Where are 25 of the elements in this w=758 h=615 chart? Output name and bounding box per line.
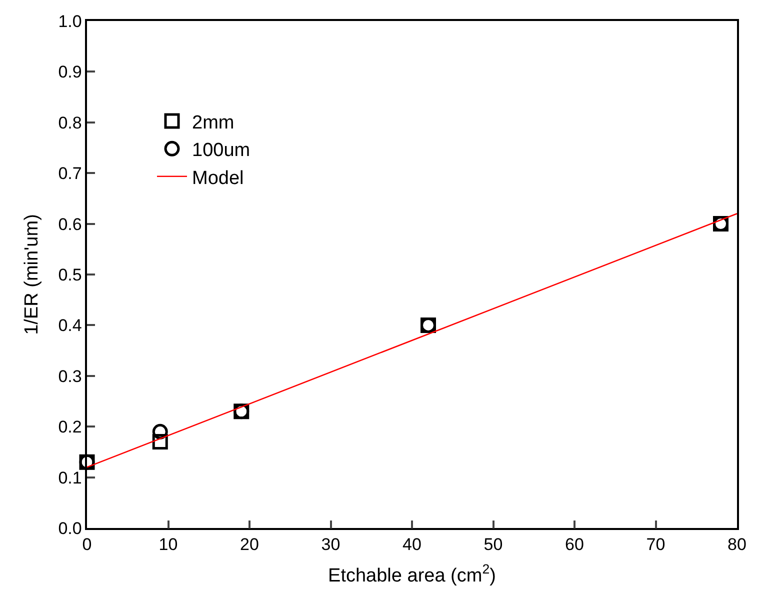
y-tick-label: 0.4	[58, 316, 82, 336]
x-tick-label: 80	[728, 535, 746, 554]
y-tick-label: 0.5	[58, 265, 82, 284]
y-tick-label: 0.8	[58, 113, 82, 132]
legend-label: 2mm	[192, 112, 234, 134]
y-tick-label: 0.6	[58, 214, 82, 234]
x-tick-label: 0	[82, 535, 92, 554]
legend-label: 100um	[192, 140, 250, 162]
x-tick-label: 20	[240, 535, 259, 554]
y-tick-label: 0.9	[58, 62, 82, 82]
y-tick-label: 0.0	[58, 518, 82, 538]
x-tick-label: 30	[321, 535, 340, 554]
x-tick-label: 50	[484, 535, 503, 554]
y-tick-label: 0.2	[58, 418, 82, 437]
x-axis-title: Etchable area (cm$^{2}$)	[328, 561, 496, 586]
x-tick-label: 40	[402, 535, 422, 554]
x-tick-label: 60	[565, 535, 584, 554]
x-tick-label: 10	[158, 535, 178, 554]
y-tick-label: 0.3	[58, 366, 82, 386]
y-tick-label: 0.1	[58, 468, 82, 488]
x-tick-label: 70	[646, 535, 666, 554]
y-axis-title: 1/ER (min'um)	[22, 214, 43, 335]
y-tick-label: 1.0	[58, 12, 82, 31]
legend-label: Model	[192, 168, 244, 189]
y-tick-label: 0.7	[58, 164, 82, 184]
